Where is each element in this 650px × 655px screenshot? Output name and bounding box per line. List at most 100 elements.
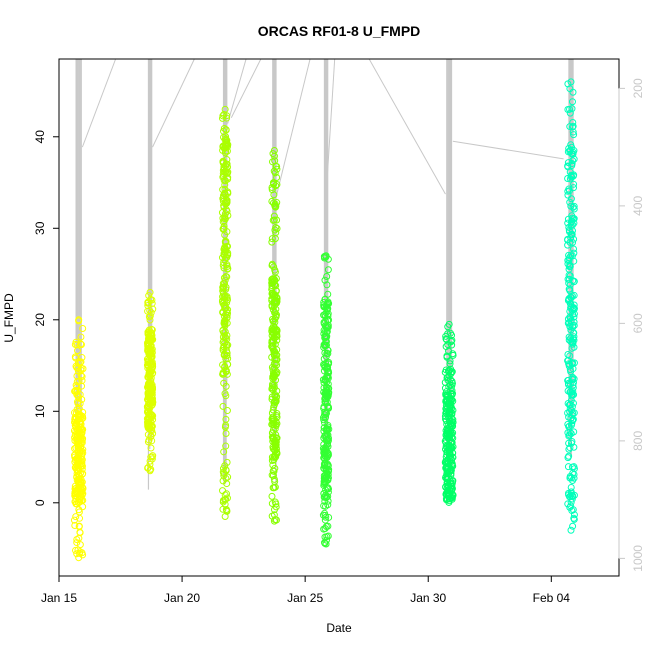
data-point-rf06 — [443, 352, 451, 360]
data-point-rf07 — [568, 123, 576, 131]
data-point-rf04 — [273, 298, 281, 306]
data-point-rf03 — [219, 197, 227, 205]
data-point-rf04 — [273, 216, 281, 224]
data-point-rf07 — [566, 474, 574, 482]
data-point-rf07 — [564, 191, 572, 199]
data-point-rf01 — [72, 513, 80, 521]
data-point-rf01 — [77, 333, 85, 341]
data-point-rf01 — [75, 426, 83, 434]
data-point-rf07 — [567, 337, 575, 345]
data-point-rf04 — [268, 453, 276, 461]
data-point-rf03 — [221, 141, 229, 149]
data-point-rf01 — [77, 480, 85, 488]
data-point-rf02 — [146, 335, 154, 343]
x-tick-label: Jan 15 — [41, 591, 77, 605]
data-point-rf07 — [564, 236, 572, 244]
data-point-rf07 — [568, 98, 576, 106]
data-point-rf04 — [268, 492, 276, 500]
data-point-rf07 — [565, 445, 573, 453]
data-point-rf04 — [268, 395, 276, 403]
data-point-rf03 — [223, 308, 231, 316]
data-point-rf05 — [322, 409, 330, 417]
data-point-rf01 — [77, 340, 85, 348]
data-point-rf02 — [146, 358, 154, 366]
data-point-rf06 — [447, 470, 455, 478]
pressure-connector-line — [326, 58, 336, 177]
data-point-rf07 — [566, 307, 574, 315]
data-point-rf04 — [269, 150, 277, 158]
data-point-rf01 — [71, 445, 79, 453]
data-point-rf07 — [569, 379, 577, 387]
data-point-rf07 — [566, 388, 574, 396]
data-point-rf06 — [444, 475, 452, 483]
data-point-rf07 — [570, 205, 578, 213]
data-point-rf05 — [322, 353, 330, 361]
data-point-rf04 — [271, 266, 279, 274]
data-point-rf07 — [567, 303, 575, 311]
data-point-rf07 — [570, 474, 578, 482]
pressure-connector-line — [368, 58, 446, 195]
data-point-rf06 — [442, 397, 450, 405]
data-point-rf03 — [221, 238, 229, 246]
data-point-rf04 — [270, 167, 278, 175]
data-point-rf06 — [447, 437, 455, 445]
data-point-rf01 — [71, 437, 79, 445]
data-point-rf05 — [324, 484, 332, 492]
data-point-rf07 — [566, 175, 574, 183]
data-point-rf01 — [76, 433, 84, 441]
data-point-rf01 — [71, 498, 79, 506]
data-point-rf03 — [221, 105, 229, 113]
data-point-rf03 — [224, 141, 232, 149]
data-point-rf03 — [220, 124, 228, 132]
data-point-rf06 — [449, 449, 457, 457]
data-point-rf01 — [73, 398, 81, 406]
data-point-rf05 — [324, 300, 332, 308]
data-point-rf03 — [220, 222, 228, 230]
data-point-rf06 — [445, 397, 453, 405]
data-point-rf04 — [268, 235, 276, 243]
data-point-rf01 — [75, 440, 83, 448]
data-point-rf05 — [322, 383, 330, 391]
data-point-rf07 — [568, 292, 576, 300]
y-axis-label: U_FMPD — [2, 293, 16, 343]
data-point-rf05 — [321, 341, 329, 349]
data-point-rf04 — [272, 359, 280, 367]
pressure-connector-line — [230, 58, 262, 118]
data-point-rf03 — [219, 112, 227, 120]
data-point-rf04 — [269, 380, 277, 388]
data-point-rf06 — [442, 464, 450, 472]
data-point-rf05 — [323, 469, 331, 477]
data-point-rf01 — [74, 364, 82, 372]
data-point-rf07 — [566, 123, 574, 131]
data-point-rf04 — [273, 180, 281, 188]
data-point-rf03 — [219, 370, 227, 378]
data-point-rf03 — [220, 283, 228, 291]
data-point-rf01 — [78, 354, 86, 362]
data-point-rf05 — [321, 276, 329, 284]
data-point-rf07 — [570, 336, 578, 344]
data-point-rf04 — [271, 291, 279, 299]
data-point-rf03 — [219, 338, 227, 346]
data-point-rf02 — [146, 288, 154, 296]
data-point-rf05 — [323, 485, 331, 493]
data-point-rf01 — [75, 554, 83, 562]
data-point-rf03 — [222, 254, 230, 262]
data-point-rf06 — [448, 387, 456, 395]
y-tick-label: 20 — [33, 313, 47, 327]
data-point-rf05 — [324, 423, 332, 431]
data-point-rf04 — [270, 467, 278, 475]
data-point-rf07 — [564, 175, 572, 183]
data-point-rf03 — [220, 379, 228, 387]
data-point-rf03 — [220, 448, 228, 456]
chart-title: ORCAS RF01-8 U_FMPD — [258, 23, 421, 39]
data-point-rf04 — [270, 147, 278, 155]
data-point-rf01 — [74, 444, 82, 452]
data-point-rf04 — [269, 406, 277, 414]
data-point-rf05 — [325, 300, 333, 308]
data-point-rf05 — [323, 430, 331, 438]
data-point-rf06 — [448, 368, 456, 376]
x-tick-label: Jan 20 — [164, 591, 200, 605]
data-point-rf07 — [564, 241, 572, 249]
data-point-rf01 — [73, 539, 81, 547]
data-point-rf02 — [146, 467, 154, 475]
